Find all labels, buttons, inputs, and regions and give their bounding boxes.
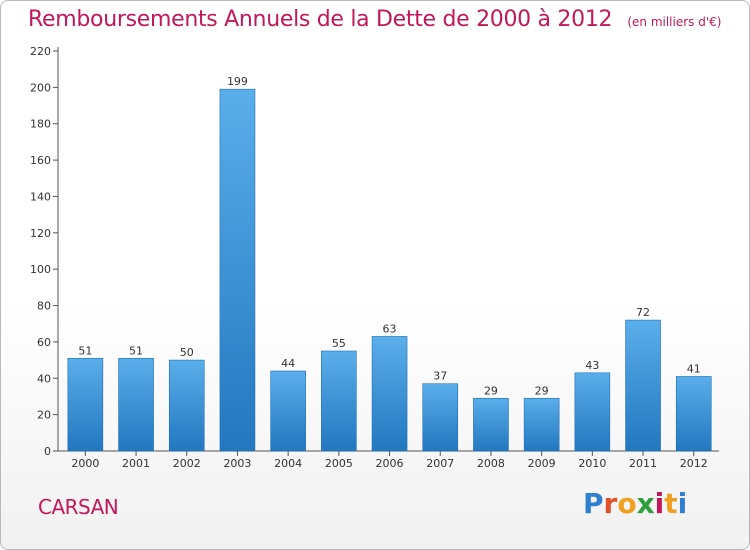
chart-title: Remboursements Annuels de la Dette de 20… <box>28 7 613 32</box>
y-tick-label: 120 <box>30 227 51 240</box>
x-tick-label-2004: 2004 <box>274 457 302 470</box>
bar-2007 <box>422 383 459 452</box>
data-label-2003: 199 <box>227 75 248 88</box>
logo-letter: i <box>654 487 665 520</box>
y-tick-label: 80 <box>37 300 51 313</box>
data-label-2005: 55 <box>332 337 346 350</box>
y-tick-label: 160 <box>30 154 51 167</box>
x-tick-label-2007: 2007 <box>426 457 454 470</box>
title-row: Remboursements Annuels de la Dette de 20… <box>28 7 721 32</box>
x-tick-label-2000: 2000 <box>71 457 99 470</box>
data-label-2000: 51 <box>78 344 92 357</box>
x-tick-label-2003: 2003 <box>223 457 251 470</box>
bar-2011 <box>625 319 661 452</box>
data-label-2009: 29 <box>535 384 549 397</box>
bar-2012 <box>675 376 712 452</box>
y-tick-label: 100 <box>30 263 51 276</box>
x-tick-label-2008: 2008 <box>477 457 505 470</box>
bar-2002 <box>168 359 205 452</box>
bar-2009 <box>523 397 560 452</box>
y-tick-label: 200 <box>30 81 51 94</box>
data-label-2010: 43 <box>585 359 599 372</box>
x-tick-label-2001: 2001 <box>122 457 150 470</box>
logo-letter: r <box>603 487 618 520</box>
data-label-2012: 41 <box>687 362 701 375</box>
bar-2005 <box>321 350 357 452</box>
y-tick-label: 0 <box>44 445 51 458</box>
data-label-2006: 63 <box>383 322 397 335</box>
logo-letter: o <box>617 487 637 520</box>
proxiti-logo: Proxiti <box>583 487 687 520</box>
labels: 51 2000 51 2001 50 2002 199 2003 44 2004 55 2005 63 2… <box>71 75 707 470</box>
bar-2010 <box>574 372 611 452</box>
y-tick-label: 60 <box>37 336 51 349</box>
y-tick-label: 220 <box>30 45 51 58</box>
x-tick-label-2010: 2010 <box>578 457 606 470</box>
bars <box>67 88 712 452</box>
x-tick-label-2009: 2009 <box>528 457 556 470</box>
y-tick-label: 140 <box>30 190 51 203</box>
data-label-2001: 51 <box>129 344 143 357</box>
data-label-2007: 37 <box>433 370 447 383</box>
chart-subtitle: (en milliers d'€) <box>627 15 722 29</box>
y-tick-label: 20 <box>37 409 51 422</box>
x-tick-label-2005: 2005 <box>325 457 353 470</box>
commune-name: CARSAN <box>38 495 119 519</box>
bar-2000 <box>67 357 104 452</box>
data-label-2002: 50 <box>180 346 194 359</box>
y-tick-label: 180 <box>30 118 51 131</box>
logo-letter: t <box>664 487 678 520</box>
x-tick-label-2012: 2012 <box>680 457 708 470</box>
data-label-2008: 29 <box>484 384 498 397</box>
y-tick-label: 40 <box>37 372 51 385</box>
bar-2001 <box>118 357 154 452</box>
x-tick-label-2002: 2002 <box>173 457 201 470</box>
bar-2004 <box>270 370 306 452</box>
bar-2008 <box>473 397 509 452</box>
bar-2003 <box>219 88 256 452</box>
x-tick-label-2006: 2006 <box>376 457 404 470</box>
logo-letter: i <box>677 487 688 520</box>
data-label-2004: 44 <box>281 357 295 370</box>
x-tick-label-2011: 2011 <box>629 457 657 470</box>
logo-letter: P <box>583 487 604 520</box>
logo-letter: x <box>636 487 655 520</box>
data-label-2011: 72 <box>636 306 650 319</box>
bar-2006 <box>371 336 408 452</box>
